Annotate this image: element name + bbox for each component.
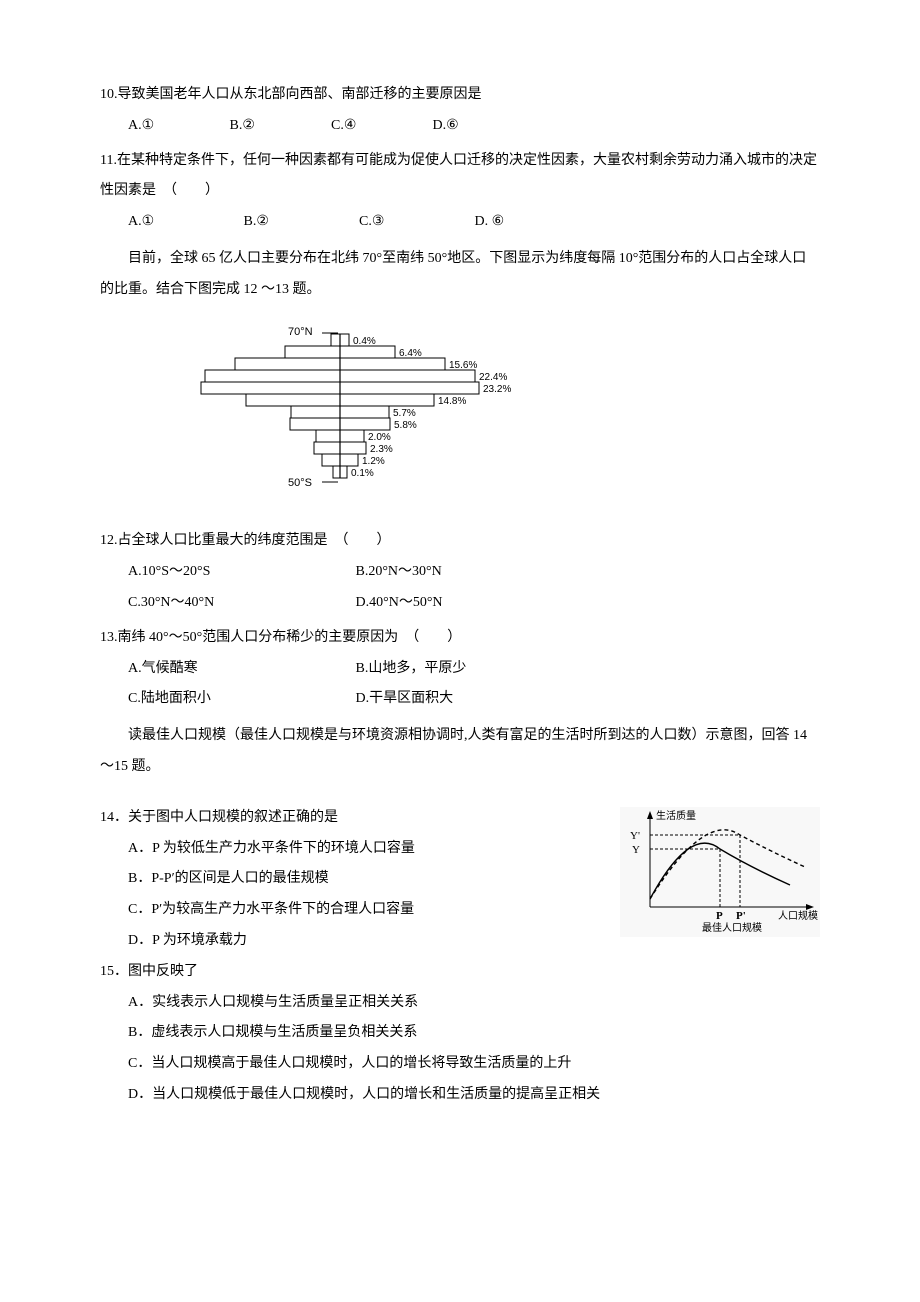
svg-text:5.8%: 5.8% <box>394 420 417 431</box>
q13-opt-d: D.干旱区面积大 <box>356 684 580 715</box>
q13-opt-a: A.气候酷寒 <box>128 654 352 685</box>
svg-text:2.0%: 2.0% <box>368 432 391 443</box>
q13-options-1: A.气候酷寒 B.山地多，平原少 <box>100 654 820 685</box>
q11-text: 11.在某种特定条件下，任何一种因素都有可能成为促使人口迁移的决定性因素，大量农… <box>100 146 820 208</box>
q12-opt-c: C.30°N～40°N <box>128 588 352 619</box>
q10-text: 10.导致美国老年人口从东北部向西部、南部迁移的主要原因是 <box>100 80 820 111</box>
q13-opt-c: C.陆地面积小 <box>128 684 352 715</box>
q11-opt-a: A.① <box>128 207 240 238</box>
question-15: 15．图中反映了 A．实线表示人口规模与生活质量呈正相关关系 B．虚线表示人口规… <box>100 957 820 1111</box>
q10-opt-b: B.② <box>230 111 328 142</box>
question-13: 13.南纬 40°～50°范围人口分布稀少的主要原因为 （ ） A.气候酷寒 B… <box>100 623 820 715</box>
q10-options: A.① B.② C.④ D.⑥ <box>100 111 820 142</box>
q12-options-2: C.30°N～40°N D.40°N～50°N <box>100 588 820 619</box>
q12-opt-d: D.40°N～50°N <box>356 588 580 619</box>
question-12: 12.占全球人口比重最大的纬度范围是 （ ） A.10°S～20°S B.20°… <box>100 526 820 618</box>
figure-latitude-population: 70°N0.4%6.4%15.6%22.4%23.2%14.8%5.7%5.8%… <box>180 320 500 513</box>
svg-text:0.4%: 0.4% <box>353 336 376 347</box>
q15-opt-b: B．虚线表示人口规模与生活质量呈负相关关系 <box>100 1018 820 1049</box>
q10-opt-c: C.④ <box>331 111 429 142</box>
q12-opt-b: B.20°N～30°N <box>356 557 580 588</box>
figure-optimal-population: 生活质量人口规模 Y' Y P P'最佳人口规模 <box>620 807 820 950</box>
svg-text:P': P' <box>736 910 746 922</box>
svg-text:生活质量: 生活质量 <box>656 809 696 822</box>
q15-opt-a: A．实线表示人口规模与生活质量呈正相关关系 <box>100 988 820 1019</box>
q15-opt-c: C．当人口规模高于最佳人口规模时，人口的增长将导致生活质量的上升 <box>100 1049 820 1080</box>
q15-text: 15．图中反映了 <box>100 957 820 988</box>
svg-text:5.7%: 5.7% <box>393 408 416 419</box>
svg-text:Y: Y <box>632 844 640 856</box>
svg-text:50°S: 50°S <box>288 477 312 489</box>
question-14-block: 生活质量人口规模Y'YPP'最佳人口规模 14．关于图中人口规模的叙述正确的是 … <box>100 803 820 957</box>
q15-opt-d: D．当人口规模低于最佳人口规模时，人口的增长和生活质量的提高呈正相关 <box>100 1080 820 1111</box>
svg-text:Y': Y' <box>630 830 640 842</box>
svg-text:22.4%: 22.4% <box>479 372 507 383</box>
q11-opt-d: D. ⑥ <box>475 207 587 238</box>
q13-text: 13.南纬 40°～50°范围人口分布稀少的主要原因为 （ ） <box>100 623 820 654</box>
svg-text:6.4%: 6.4% <box>399 348 422 359</box>
svg-text:0.1%: 0.1% <box>351 468 374 479</box>
q11-opt-c: C.③ <box>359 207 471 238</box>
q13-opt-b: B.山地多，平原少 <box>356 654 580 685</box>
q11-options: A.① B.② C.③ D. ⑥ <box>100 207 820 238</box>
q10-opt-d: D.⑥ <box>433 111 531 142</box>
svg-text:14.8%: 14.8% <box>438 396 466 407</box>
question-10: 10.导致美国老年人口从东北部向西部、南部迁移的主要原因是 A.① B.② C.… <box>100 80 820 142</box>
q12-text: 12.占全球人口比重最大的纬度范围是 （ ） <box>100 526 820 557</box>
svg-text:23.2%: 23.2% <box>483 384 511 395</box>
svg-text:15.6%: 15.6% <box>449 360 477 371</box>
svg-text:2.3%: 2.3% <box>370 444 393 455</box>
q12-options-1: A.10°S～20°S B.20°N～30°N <box>100 557 820 588</box>
passage-12-13: 目前，全球 65 亿人口主要分布在北纬 70°至南纬 50°地区。下图显示为纬度… <box>100 244 820 306</box>
q11-opt-b: B.② <box>244 207 356 238</box>
fig2-svg: 生活质量人口规模 Y' Y P P'最佳人口规模 <box>620 807 820 937</box>
question-11: 11.在某种特定条件下，任何一种因素都有可能成为促使人口迁移的决定性因素，大量农… <box>100 146 820 238</box>
svg-text:最佳人口规模: 最佳人口规模 <box>702 921 762 934</box>
svg-text:1.2%: 1.2% <box>362 456 385 467</box>
q13-options-2: C.陆地面积小 D.干旱区面积大 <box>100 684 820 715</box>
q10-opt-a: A.① <box>128 111 226 142</box>
svg-text:人口规模: 人口规模 <box>778 909 818 922</box>
svg-text:P: P <box>716 910 723 922</box>
svg-text:70°N: 70°N <box>288 326 313 338</box>
passage-14-15: 读最佳人口规模（最佳人口规模是与环境资源相协调时,人类有富足的生活时所到达的人口… <box>100 721 820 783</box>
fig1-svg: 70°N 0.4% 6.4% 15.6%22.4%23.2% 14.8% 5.7%5.8%… <box>180 320 520 500</box>
q12-opt-a: A.10°S～20°S <box>128 557 352 588</box>
